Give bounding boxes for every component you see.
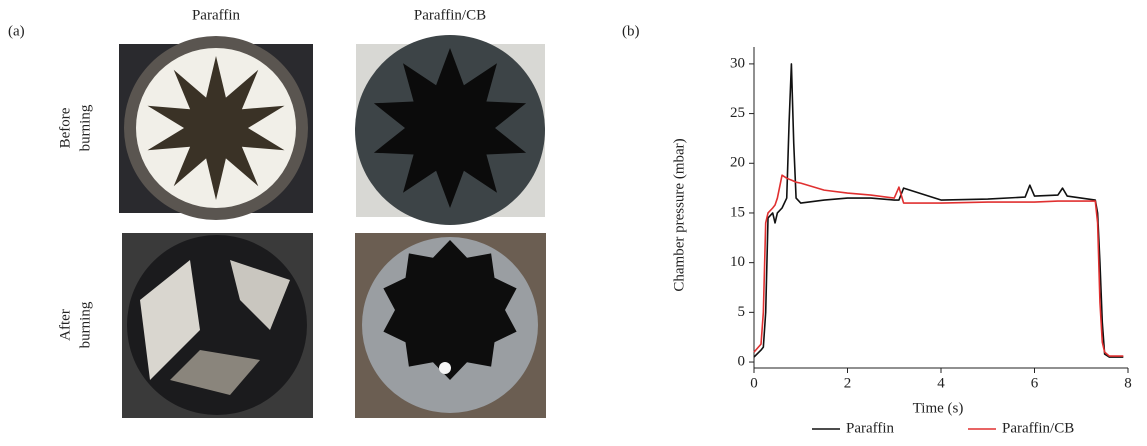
row-header-line: Before: [57, 107, 73, 148]
port: [383, 240, 517, 380]
photo: [355, 35, 545, 225]
y-tick-label: 15: [730, 204, 745, 220]
port: [373, 48, 527, 208]
legend-label: Paraffin/CB: [1002, 420, 1074, 436]
plot: 0 5 10 15 20 25 30 0 2 4 6 8 Paraffin Paraffin/CB: [730, 47, 1132, 436]
residue: [140, 260, 200, 380]
residue: [230, 260, 290, 330]
x-tick-label: 6: [1031, 375, 1039, 391]
y-tick-label: 10: [730, 254, 745, 270]
x-tick-label: 2: [844, 375, 852, 391]
panel-label: (b): [622, 23, 640, 39]
series-line: [753, 63, 1124, 358]
panel-label: (a): [8, 23, 25, 39]
column-header: Paraffin/CB: [414, 7, 486, 23]
y-tick-label: 20: [730, 155, 745, 171]
x-tick-label: 4: [937, 375, 945, 391]
photo: [122, 233, 313, 418]
row-header-line: burning: [77, 301, 93, 348]
y-tick-label: 30: [730, 55, 745, 71]
column-header: Paraffin: [192, 7, 241, 23]
x-axis-label: Time (s): [913, 400, 964, 416]
legend-label: Paraffin: [846, 420, 895, 436]
x-tick-label: 0: [750, 375, 758, 391]
y-tick-label: 0: [738, 353, 746, 369]
row-header: Before burning: [57, 104, 93, 151]
row-header: After burning: [57, 301, 93, 348]
row-header-line: After: [57, 309, 73, 341]
y-axis-label: Chamber pressure (mbar): [671, 138, 687, 291]
series-line: [753, 174, 1124, 357]
port: [147, 56, 285, 200]
photo: [119, 36, 313, 220]
y-tick-label: 25: [730, 105, 745, 121]
x-tick-label: 8: [1124, 375, 1132, 391]
residue: [170, 350, 260, 395]
photo: [355, 233, 546, 418]
spot: [439, 362, 451, 374]
y-tick-label: 5: [738, 304, 746, 320]
row-header-line: burning: [77, 104, 93, 151]
